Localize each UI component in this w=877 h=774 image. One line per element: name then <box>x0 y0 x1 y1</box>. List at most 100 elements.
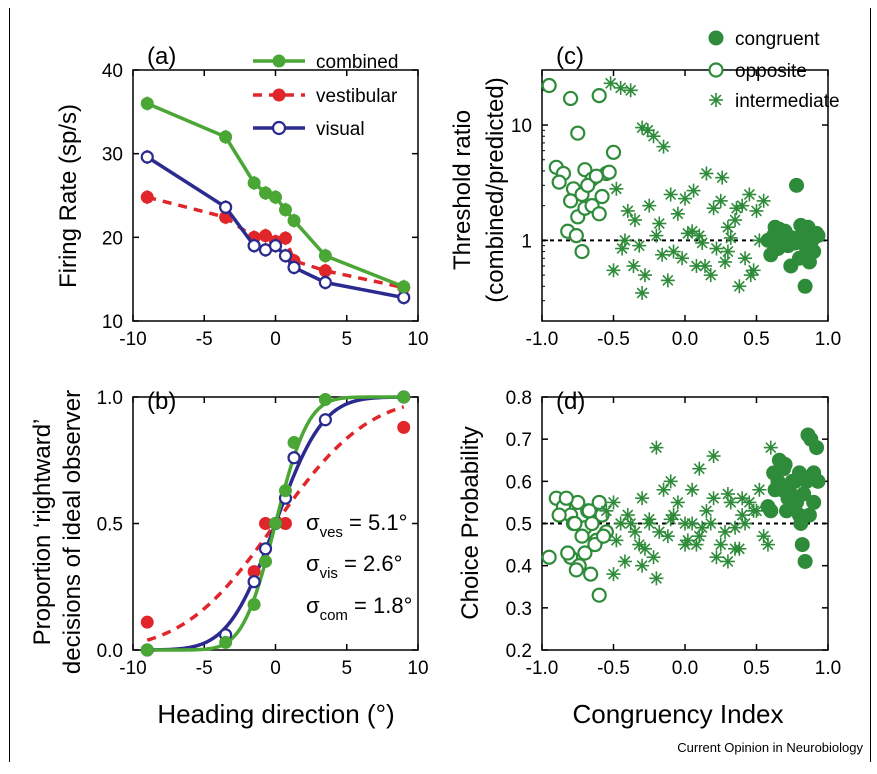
x-axis-label: Heading direction (°) <box>157 699 394 729</box>
vestibular-point <box>259 229 273 243</box>
asterisk-stroke <box>662 530 674 542</box>
congruent-point <box>767 482 783 498</box>
opposite-point <box>541 77 557 94</box>
y-axis-label: Choice Probability <box>457 426 484 619</box>
opposite-point <box>560 545 576 561</box>
y-tick-label: 10 <box>102 312 123 333</box>
opposite-point <box>570 125 586 141</box>
visual-point <box>140 150 154 164</box>
asterisk-stroke <box>745 269 757 281</box>
intermediate-point <box>760 537 775 552</box>
opposite-point <box>605 144 622 160</box>
y-tick-label: 0.2 <box>506 641 532 662</box>
y-tick-label: 0.5 <box>97 515 123 536</box>
opposite-point <box>568 562 584 578</box>
intermediate-point <box>623 83 638 98</box>
intermediate-point <box>678 537 692 552</box>
intermediate-point <box>675 251 690 266</box>
intermediate-point <box>752 482 767 497</box>
intermediate-point <box>749 203 764 218</box>
panel-c: -1.0 -0.5 0.0 0.5 1.0 1 10 (c) congruent opposite… <box>449 29 841 350</box>
intermediate-point <box>678 191 692 206</box>
asterisk-stroke <box>639 269 651 281</box>
opposite-point <box>568 228 584 244</box>
congruent-point <box>797 278 813 294</box>
intermediate-point <box>723 495 738 510</box>
x-tick-label: 5 <box>341 329 352 350</box>
y-axis-label-line1: Threshold ratio <box>449 110 476 270</box>
combined-point <box>269 190 282 204</box>
asterisk-stroke <box>700 167 712 180</box>
asterisk-stroke <box>658 484 670 496</box>
asterisk-stroke <box>636 122 648 134</box>
asterisk-stroke <box>633 539 645 551</box>
intermediate-point <box>649 228 664 243</box>
intermediate-point <box>663 187 678 202</box>
intermediate-point <box>686 183 701 198</box>
congruent-point <box>794 537 810 553</box>
visual-point <box>258 542 273 556</box>
asterisk-stroke <box>715 195 727 207</box>
vestibular-line <box>146 195 405 290</box>
x-tick-label: -0.5 <box>597 658 630 679</box>
asterisk-stroke <box>710 551 722 563</box>
congruent-point <box>797 553 813 569</box>
y-tick-label: 0.7 <box>506 430 532 451</box>
congruent-point <box>763 247 779 263</box>
x-tick-label: -10 <box>119 329 146 350</box>
y-tick-label: 0.8 <box>506 388 532 409</box>
y-tick-label: 0.4 <box>506 557 533 578</box>
asterisk-stroke <box>753 234 765 246</box>
intermediate-point <box>720 244 735 259</box>
intermediate-point <box>660 273 675 288</box>
congruent-point <box>776 461 792 477</box>
x-tick-label: -1.0 <box>526 658 559 679</box>
sigma-symbol: σ <box>306 551 320 576</box>
asterisk-stroke <box>653 526 665 538</box>
asterisk-stroke <box>710 94 722 106</box>
y-tick-label: 40 <box>102 61 123 82</box>
asterisk-stroke <box>607 568 620 580</box>
legend-label-visual: visual <box>316 119 365 140</box>
asterisk-stroke <box>743 496 755 508</box>
sigma-value: = 1.8° <box>348 593 412 618</box>
intermediate-point <box>627 213 642 228</box>
asterisk-stroke <box>758 530 770 542</box>
intermediate-point <box>692 461 707 476</box>
opposite-point <box>562 193 579 209</box>
congruent-point <box>763 503 779 519</box>
intermediate-point <box>746 503 761 518</box>
asterisk-stroke <box>600 505 612 517</box>
asterisk-stroke <box>696 522 708 534</box>
intermediate-point <box>743 268 758 283</box>
asterisk-stroke <box>733 280 745 292</box>
opposite-point <box>601 164 617 180</box>
asterisk-stroke <box>722 488 734 500</box>
asterisk-stroke <box>643 200 655 212</box>
intermediate-point <box>635 491 650 506</box>
intermediate-point <box>640 123 655 138</box>
intermediate-point <box>735 491 750 506</box>
x-axis-label: Congruency Index <box>572 699 783 729</box>
opposite-point <box>581 503 597 519</box>
x-tick-label: -10 <box>119 658 146 679</box>
x-tick-label: 0.5 <box>743 658 769 679</box>
visual-point <box>318 275 332 290</box>
intermediate-point <box>632 238 647 253</box>
asterisk-stroke <box>616 243 628 255</box>
congruent-point <box>793 217 809 233</box>
intermediate-point <box>695 235 710 250</box>
intermediate-point <box>609 533 624 548</box>
asterisk-stroke <box>648 551 660 563</box>
intermediate-point <box>738 251 753 266</box>
intermediate-point <box>666 508 681 523</box>
intermediate-point <box>623 516 638 531</box>
intermediate-point <box>649 440 664 455</box>
opposite-point <box>574 243 590 260</box>
intermediate-point <box>703 516 718 531</box>
intermediate-point <box>728 541 743 556</box>
intermediate-point <box>685 516 700 531</box>
combined-point <box>219 130 233 144</box>
asterisk-stroke <box>622 509 634 521</box>
intermediate-point <box>660 529 675 544</box>
